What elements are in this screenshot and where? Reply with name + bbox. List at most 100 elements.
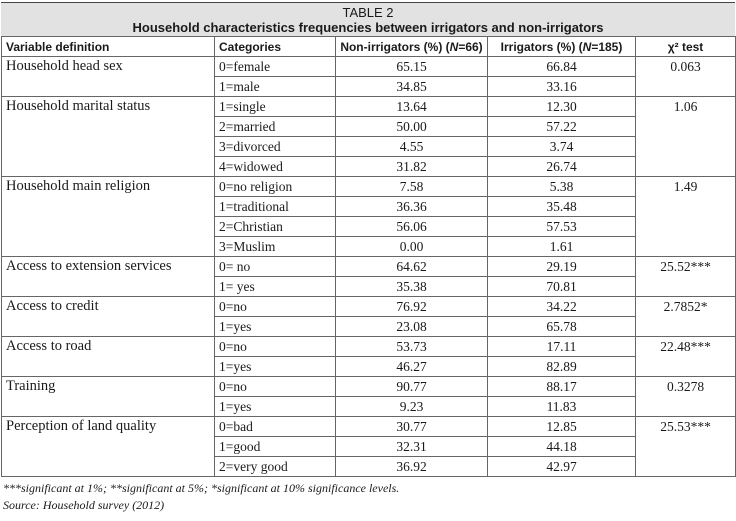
non-irrigators-cell: 65.15 [335,56,488,77]
non-irrigators-cell: 90.77 [335,376,488,397]
non-irrigators-cell: 32.31 [335,436,488,457]
category-cell: 0=no [214,336,336,357]
irrigators-cell: 12.85 [487,416,636,437]
non-irrigators-cell: 31.82 [335,156,488,177]
table-number: TABLE 2 [342,5,394,20]
irrigators-cell: 44.18 [487,436,636,457]
category-cell: 1=male [214,76,336,97]
table-row: 1=yes 23.08 65.78 [2,316,736,337]
category-cell: 2=very good [214,456,336,477]
variable-cell: Household head sex [1,56,215,97]
irrigators-cell: 5.38 [487,176,636,197]
category-cell: 1=single [214,96,336,117]
table-row: Household marital status 1=single 13.64 12.… [1,96,736,177]
irrigators-cell: 57.53 [487,216,636,237]
irrigators-cell: 12.30 [487,96,636,117]
variable-cell: Access to road [1,336,215,377]
category-cell: 0=no [214,296,336,317]
table-title: Household characteristics frequencies be… [132,20,604,35]
header-row: Variable definition Categories Non-irrig… [1,36,736,57]
irrigators-cell: 57.22 [487,116,636,137]
category-cell: 1=yes [214,396,336,417]
category-cell: 1=yes [214,356,336,377]
table-row: 1=yes 46.27 82.89 [2,356,736,377]
category-cell: 2=Christian [214,216,336,237]
variable-cell: Access to credit [1,296,215,337]
table-row: 1=traditional 36.36 35.48 [2,196,736,217]
non-irrigators-cell: 4.55 [335,136,488,157]
category-cell: 1=good [214,436,336,457]
non-irrigators-cell: 46.27 [335,356,488,377]
variable-cell: Training [1,376,215,417]
non-irrigators-cell: 0.00 [335,236,488,257]
category-cell: 4=widowed [214,156,336,177]
category-cell: 1= yes [214,276,336,297]
table-row: 2=Christian 56.06 57.53 [2,216,736,237]
chi-test-cell: 25.52*** [635,256,736,297]
category-cell: 0=female [214,56,336,77]
category-cell: 2=married [214,116,336,137]
non-irrigators-cell: 56.06 [335,216,488,237]
category-cell: 0= no [214,256,336,277]
table-row: 3=divorced 4.55 3.74 [2,136,736,157]
category-cell: 0=no [214,376,336,397]
chi-test-cell: 22.48*** [635,336,736,377]
table-row: Household main religion 0=no religion 7.58… [1,176,736,257]
category-cell: 1=yes [214,316,336,337]
table-row: Access to extension services 0= no 64.62 29… [1,256,736,297]
non-irrigators-cell: 36.92 [335,456,488,477]
category-cell: 1=traditional [214,196,336,217]
irrigators-cell: 70.81 [487,276,636,297]
table-row: Access to road 0=no 53.73 17.11 22.48*** [1,336,736,377]
non-irrigators-cell: 53.73 [335,336,488,357]
chi-test-cell: 0.3278 [635,376,736,417]
table-row: 3=Muslim 0.00 1.61 [2,236,736,257]
table-row: Training 0=no 90.77 88.17 0.3278 [1,376,736,417]
table-row: 1= yes 35.38 70.81 [2,276,736,297]
table-row: Perception of land quality 0=bad 30.77 12.8… [1,416,736,477]
chi-test-cell: 25.53*** [635,416,736,477]
irrigators-cell: 3.74 [487,136,636,157]
table-body: Household head sex 0=female 65.15 66.84 0.06… [1,56,736,477]
table-row: 1=male 34.85 33.16 [2,76,736,97]
irrigators-cell: 34.22 [487,296,636,317]
variable-cell: Perception of land quality [1,416,215,477]
non-irrigators-cell: 35.38 [335,276,488,297]
header-non-irrigators: Non-irrigators (%) (N=66) [335,36,488,57]
table-row: 2=very good 36.92 42.97 [2,456,736,477]
irrigators-cell: 1.61 [487,236,636,257]
non-irrigators-cell: 13.64 [335,96,488,117]
header-categories: Categories [214,36,336,57]
header-variable: Variable definition [1,36,215,57]
non-irrigators-cell: 7.58 [335,176,488,197]
header-irrigators: Irrigators (%) (N=185) [487,36,636,57]
data-table: Variable definition Categories Non-irrig… [1,36,736,477]
non-irrigators-cell: 23.08 [335,316,488,337]
irrigators-cell: 82.89 [487,356,636,377]
category-cell: 3=divorced [214,136,336,157]
category-cell: 0=bad [214,416,336,437]
non-irrigators-cell: 36.36 [335,196,488,217]
chi-test-cell: 1.06 [635,96,736,177]
non-irrigators-cell: 50.00 [335,116,488,137]
table-row: 1=yes 9.23 11.83 [2,396,736,417]
header-chi-test: χ² test [635,36,736,57]
irrigators-cell: 17.11 [487,336,636,357]
chi-test-cell: 2.7852* [635,296,736,337]
non-irrigators-cell: 34.85 [335,76,488,97]
chi-test-cell: 1.49 [635,176,736,257]
irrigators-cell: 66.84 [487,56,636,77]
non-irrigators-cell: 9.23 [335,396,488,417]
table-row: 2=married 50.00 57.22 [2,116,736,137]
table-row: Household head sex 0=female 65.15 66.84 0.06… [1,56,736,97]
irrigators-cell: 26.74 [487,156,636,177]
non-irrigators-cell: 30.77 [335,416,488,437]
non-irrigators-cell: 64.62 [335,256,488,277]
irrigators-cell: 33.16 [487,76,636,97]
table-row: 4=widowed 31.82 26.74 [2,156,736,177]
non-irrigators-cell: 76.92 [335,296,488,317]
table-row: Access to credit 0=no 76.92 34.22 2.7852* [1,296,736,337]
irrigators-cell: 29.19 [487,256,636,277]
footnote: ***significant at 1%; **significant at 5… [3,481,400,495]
